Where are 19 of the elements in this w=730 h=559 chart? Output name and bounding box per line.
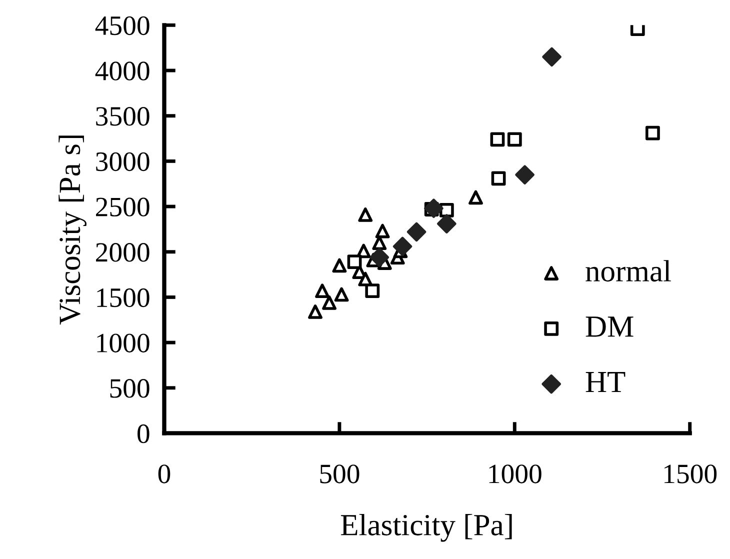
y-axis-title: Viscosity [Pa s]	[58, 136, 86, 325]
y-tick-label: 4000	[95, 62, 150, 80]
legend-label: DM	[586, 316, 634, 337]
y-tick-label: 4500	[95, 16, 150, 36]
legend-label: HT	[586, 372, 626, 392]
y-tick-label: 1000	[97, 334, 150, 352]
x-tick-label: 1500	[664, 464, 717, 484]
x-axis-title: Elasticity [Pa]	[340, 514, 512, 542]
y-tick-label: 3500	[96, 107, 150, 126]
y-tick-label: 3000	[96, 152, 150, 172]
legend-label: normal	[586, 260, 671, 282]
y-tick-label: 2500	[96, 198, 150, 216]
x-tick-label: 1000	[489, 464, 542, 484]
y-tick-label: 1500	[97, 288, 150, 308]
x-tick-label: 0	[158, 464, 170, 484]
x-tick-label: 500	[320, 464, 360, 484]
y-tick-label: 2000	[96, 243, 150, 262]
y-tick-label: 500	[110, 379, 150, 398]
y-tick-label: 0	[138, 424, 150, 444]
